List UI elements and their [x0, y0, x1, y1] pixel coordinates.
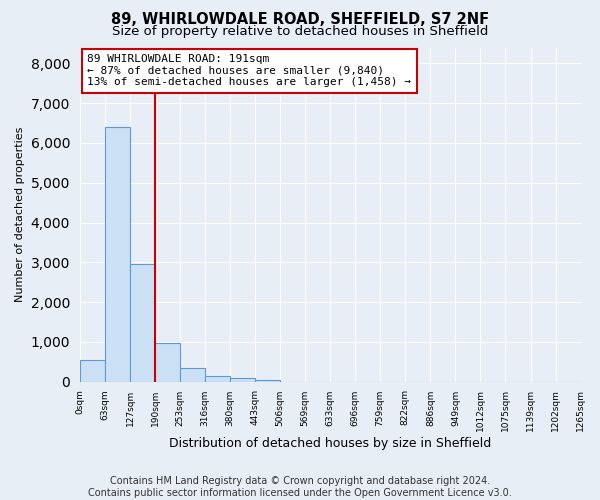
Bar	[205, 376, 230, 382]
Bar	[130, 264, 155, 382]
Bar	[180, 368, 205, 382]
Y-axis label: Number of detached properties: Number of detached properties	[15, 127, 25, 302]
Bar	[80, 360, 105, 382]
X-axis label: Distribution of detached houses by size in Sheffield: Distribution of detached houses by size …	[169, 437, 491, 450]
Bar	[105, 127, 130, 382]
Text: Size of property relative to detached houses in Sheffield: Size of property relative to detached ho…	[112, 25, 488, 38]
Bar	[155, 344, 180, 382]
Text: 89 WHIRLOWDALE ROAD: 191sqm
← 87% of detached houses are smaller (9,840)
13% of : 89 WHIRLOWDALE ROAD: 191sqm ← 87% of det…	[87, 54, 411, 88]
Text: 89, WHIRLOWDALE ROAD, SHEFFIELD, S7 2NF: 89, WHIRLOWDALE ROAD, SHEFFIELD, S7 2NF	[111, 12, 489, 28]
Bar	[255, 380, 280, 382]
Text: Contains HM Land Registry data © Crown copyright and database right 2024.
Contai: Contains HM Land Registry data © Crown c…	[88, 476, 512, 498]
Bar	[230, 378, 255, 382]
